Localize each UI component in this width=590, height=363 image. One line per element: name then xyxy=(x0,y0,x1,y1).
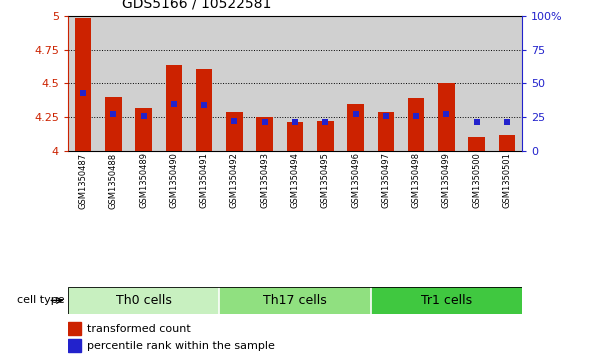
Bar xyxy=(317,121,333,151)
Bar xyxy=(371,16,401,151)
Bar xyxy=(219,16,250,151)
Bar xyxy=(159,16,189,151)
Text: Th0 cells: Th0 cells xyxy=(116,294,172,307)
Bar xyxy=(250,16,280,151)
Point xyxy=(230,118,239,124)
Bar xyxy=(438,83,455,151)
Text: GSM1350500: GSM1350500 xyxy=(472,152,481,208)
Text: GSM1350489: GSM1350489 xyxy=(139,152,148,208)
Text: GSM1350499: GSM1350499 xyxy=(442,152,451,208)
Bar xyxy=(189,16,219,151)
Bar xyxy=(310,16,340,151)
Bar xyxy=(68,287,219,314)
Text: GDS5166 / 10522581: GDS5166 / 10522581 xyxy=(122,0,272,11)
Text: GSM1350488: GSM1350488 xyxy=(109,152,118,209)
Bar xyxy=(340,16,371,151)
Text: percentile rank within the sample: percentile rank within the sample xyxy=(87,341,275,351)
Bar xyxy=(105,97,122,151)
Bar xyxy=(129,16,159,151)
Bar xyxy=(68,16,98,151)
Bar xyxy=(166,65,182,151)
Point xyxy=(381,113,391,119)
Text: GSM1350487: GSM1350487 xyxy=(78,152,87,209)
Bar xyxy=(226,112,242,151)
Bar xyxy=(98,16,129,151)
Bar xyxy=(431,16,461,151)
Text: cell type: cell type xyxy=(17,295,65,305)
Point xyxy=(290,119,300,125)
Text: GSM1350495: GSM1350495 xyxy=(321,152,330,208)
Bar xyxy=(461,16,492,151)
Text: Tr1 cells: Tr1 cells xyxy=(421,294,472,307)
Point xyxy=(411,113,421,119)
Point xyxy=(502,119,512,125)
Bar xyxy=(348,104,364,151)
Bar xyxy=(75,18,91,151)
Text: GSM1350494: GSM1350494 xyxy=(290,152,300,208)
Point xyxy=(472,119,481,125)
Text: GSM1350490: GSM1350490 xyxy=(169,152,178,208)
Bar xyxy=(280,16,310,151)
Bar xyxy=(68,339,81,352)
Point xyxy=(109,111,118,117)
Point xyxy=(260,119,270,125)
Bar xyxy=(196,69,212,151)
Text: GSM1350492: GSM1350492 xyxy=(230,152,239,208)
Text: Th17 cells: Th17 cells xyxy=(263,294,327,307)
Bar xyxy=(68,322,81,335)
Text: GSM1350493: GSM1350493 xyxy=(260,152,269,208)
Text: transformed count: transformed count xyxy=(87,323,191,334)
Point xyxy=(169,101,179,107)
Point xyxy=(199,102,209,108)
Point xyxy=(320,119,330,125)
Bar xyxy=(408,98,424,151)
Bar xyxy=(135,108,152,151)
Point xyxy=(78,90,88,96)
Text: GSM1350491: GSM1350491 xyxy=(199,152,209,208)
Text: GSM1350501: GSM1350501 xyxy=(503,152,512,208)
Point xyxy=(442,111,451,117)
Bar xyxy=(219,287,371,314)
Bar xyxy=(257,117,273,151)
Bar xyxy=(401,16,431,151)
Bar xyxy=(371,287,522,314)
Bar xyxy=(468,137,485,151)
Text: GSM1350497: GSM1350497 xyxy=(381,152,391,208)
Text: GSM1350496: GSM1350496 xyxy=(351,152,360,208)
Bar xyxy=(499,135,515,151)
Text: GSM1350498: GSM1350498 xyxy=(412,152,421,208)
Bar xyxy=(492,16,522,151)
Point xyxy=(351,111,360,117)
Bar xyxy=(378,112,394,151)
Bar xyxy=(287,122,303,151)
Point xyxy=(139,113,148,119)
